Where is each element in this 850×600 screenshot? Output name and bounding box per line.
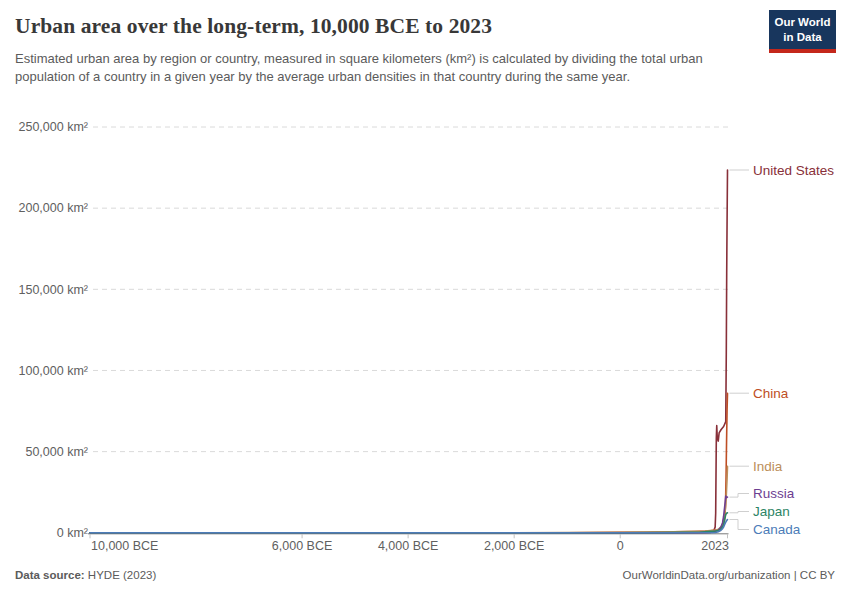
series-label-japan[interactable]: Japan <box>753 504 790 519</box>
series-line-canada[interactable] <box>90 519 728 532</box>
label-connector-russia <box>730 494 750 498</box>
series-label-russia[interactable]: Russia <box>753 486 795 501</box>
chart-footer: Data source: HYDE (2023) OurWorldinData.… <box>15 569 835 581</box>
y-tick-label: 150,000 km² <box>19 283 88 297</box>
data-source: Data source: HYDE (2023) <box>15 569 156 581</box>
y-tick-label: 100,000 km² <box>19 364 88 378</box>
y-tick-label: 0 km² <box>57 526 88 540</box>
series-label-china[interactable]: China <box>753 386 789 401</box>
series-line-russia[interactable] <box>90 496 728 533</box>
y-tick-label: 200,000 km² <box>19 201 88 215</box>
data-source-label: Data source: <box>15 569 85 581</box>
series-line-japan[interactable] <box>90 513 728 533</box>
label-connector-canada <box>730 520 750 530</box>
series-line-india[interactable] <box>90 466 728 533</box>
x-tick-label: 2023 <box>701 539 729 553</box>
attribution-link[interactable]: OurWorldinData.org/urbanization | CC BY <box>623 569 835 581</box>
series-label-india[interactable]: India <box>753 459 783 474</box>
series-line-china[interactable] <box>90 393 728 533</box>
y-tick-label: 50,000 km² <box>25 445 88 459</box>
x-tick-label: 6,000 BCE <box>272 539 332 553</box>
x-tick-label: 0 <box>617 539 624 553</box>
line-chart[interactable]: 0 km² 50,000 km² 100,000 km² 150,000 km² 200… <box>0 0 850 600</box>
x-tick-label: 4,000 BCE <box>378 539 438 553</box>
y-tick-label: 250,000 km² <box>19 120 88 134</box>
series-line-united-states[interactable] <box>90 170 728 533</box>
label-connector-japan <box>730 512 750 513</box>
series-label-united-states[interactable]: United States <box>753 163 834 178</box>
x-tick-label: 2,000 BCE <box>484 539 544 553</box>
series-label-canada[interactable]: Canada <box>753 522 801 537</box>
data-source-value: HYDE (2023) <box>85 569 157 581</box>
x-tick-label: 10,000 BCE <box>91 539 158 553</box>
